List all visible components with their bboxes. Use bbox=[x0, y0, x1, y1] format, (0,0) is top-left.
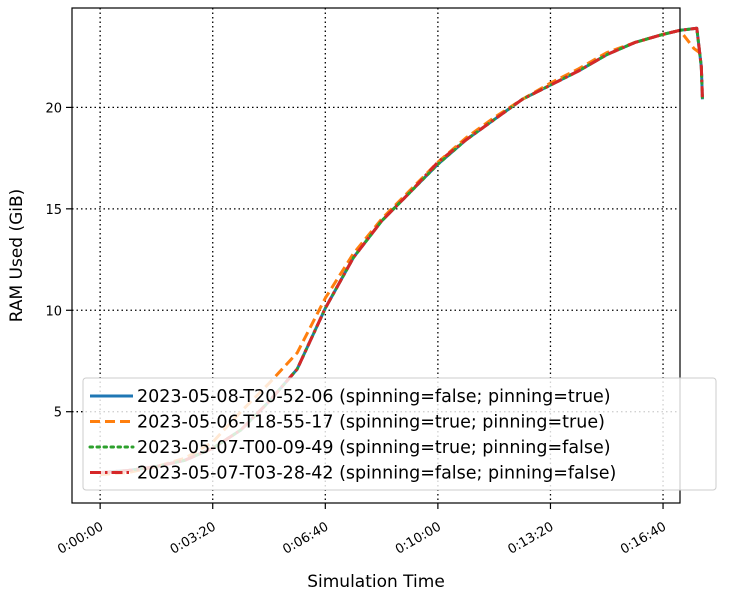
y-tick-label: 5 bbox=[54, 406, 62, 421]
legend-label: 2023-05-07-T00-09-49 (spinning=true; pin… bbox=[137, 438, 611, 458]
x-axis-title: Simulation Time bbox=[307, 572, 445, 592]
legend-label: 2023-05-08-T20-52-06 (spinning=false; pi… bbox=[137, 387, 611, 407]
legend-label: 2023-05-06-T18-55-17 (spinning=true; pin… bbox=[137, 413, 605, 433]
grid-lines bbox=[72, 8, 680, 503]
y-axis-ticks: 5 10 15 20 bbox=[45, 101, 72, 421]
y-tick-label: 10 bbox=[45, 304, 62, 319]
y-tick-label: 15 bbox=[45, 203, 62, 218]
plot-frame bbox=[71, 7, 681, 504]
legend: 2023-05-08-T20-52-06 (spinning=false; pi… bbox=[82, 377, 717, 491]
legend-box bbox=[82, 377, 717, 491]
y-axis-title: RAM Used (GiB) bbox=[7, 189, 27, 323]
y-tick-label: 20 bbox=[45, 101, 62, 116]
legend-label: 2023-05-07-T03-28-42 (spinning=false; pi… bbox=[137, 464, 616, 484]
